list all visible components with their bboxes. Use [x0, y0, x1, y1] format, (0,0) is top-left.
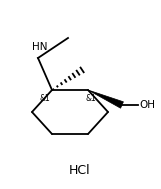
Text: HCl: HCl [69, 163, 91, 177]
Polygon shape [88, 90, 123, 108]
Text: &1: &1 [86, 94, 97, 103]
Text: HN: HN [32, 42, 47, 52]
Text: &1: &1 [39, 94, 50, 103]
Text: OH: OH [139, 100, 155, 110]
